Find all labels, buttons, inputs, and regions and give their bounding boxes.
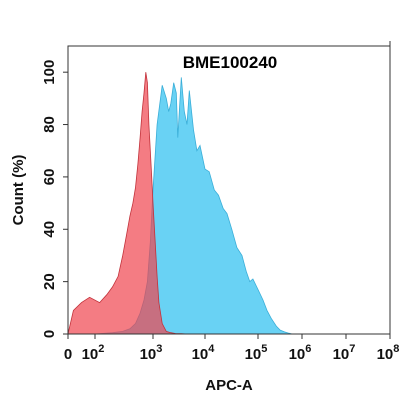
chart-title: BME100240 <box>183 53 278 72</box>
x-tick-label: 103 <box>140 343 163 363</box>
y-tick-label: 40 <box>41 221 58 238</box>
axis-ticks: 0 20 40 60 80 100 0 102 103 104 105 106 107 108 <box>41 60 399 363</box>
y-tick-label: 80 <box>41 116 58 133</box>
y-axis-title: Count (%) <box>10 155 27 226</box>
plot-frame <box>67 45 391 335</box>
x-tick-label: 106 <box>289 343 312 363</box>
y-tick-label: 100 <box>41 60 58 85</box>
y-tick-label: 20 <box>41 273 58 290</box>
histogram-curves <box>67 72 293 335</box>
y-tick-label: 0 <box>41 330 58 338</box>
x-axis-title: APC-A <box>205 377 253 394</box>
x-tick-label: 107 <box>333 343 356 363</box>
x-tick-label: 105 <box>245 343 268 363</box>
series-area-red <box>67 72 188 335</box>
x-tick-label: 102 <box>82 343 105 363</box>
y-tick-label: 60 <box>41 169 58 186</box>
x-tick-label: 108 <box>377 343 400 363</box>
x-tick-label: 0 <box>64 346 72 363</box>
x-tick-label: 104 <box>192 343 216 363</box>
